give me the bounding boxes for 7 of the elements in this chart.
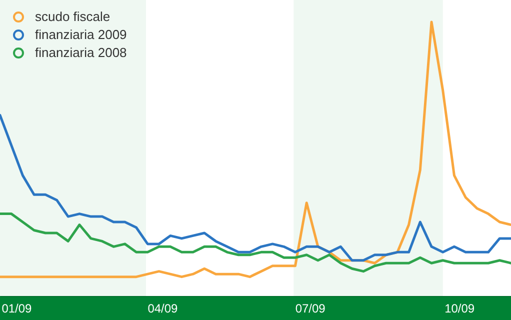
legend-label: scudo fiscale [35,9,110,24]
legend-label: finanziaria 2008 [35,45,127,60]
x-tick-label: 04/09 [148,302,178,316]
legend-label: finanziaria 2009 [35,27,127,42]
x-tick-label: 10/09 [444,302,475,316]
x-tick-label: 07/09 [295,302,326,316]
x-tick-label: 01/09 [2,302,32,316]
